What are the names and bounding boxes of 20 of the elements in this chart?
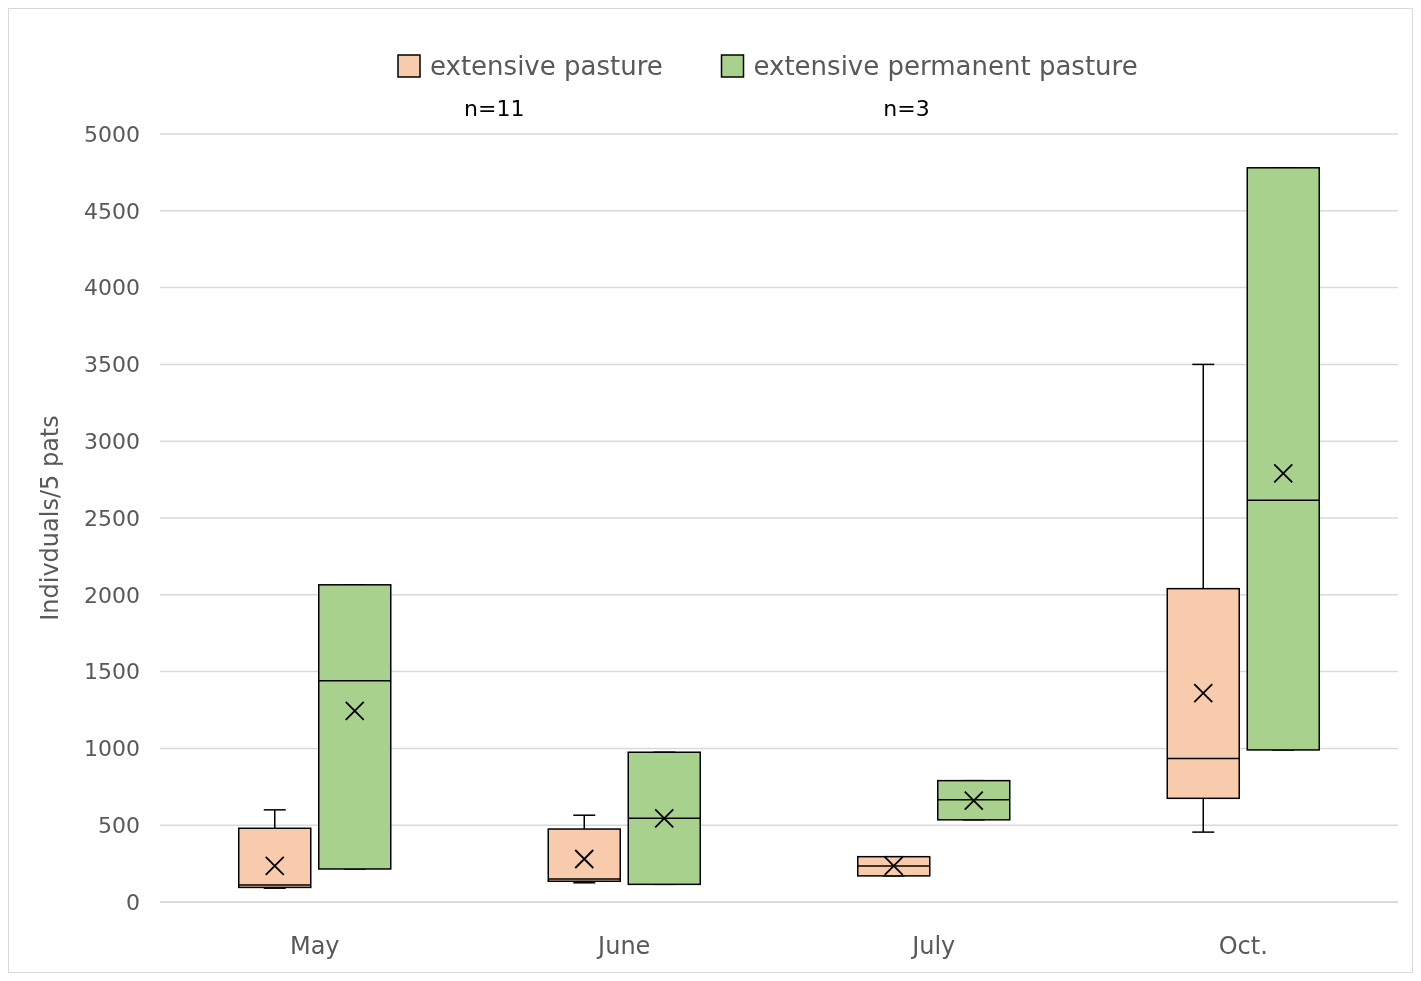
x-tick-label: Oct.: [1218, 932, 1268, 960]
y-tick-label: 3500: [84, 352, 140, 378]
x-tick-label: May: [289, 932, 340, 960]
y-tick-label: 0: [126, 889, 140, 915]
x-tick-label: July: [910, 932, 956, 960]
y-tick-label: 5000: [84, 121, 140, 147]
text: n=11: [464, 95, 525, 121]
x-tick-label: June: [596, 932, 651, 960]
y-tick-label: 4500: [84, 198, 140, 224]
y-tick-label: 3000: [84, 428, 140, 454]
y-tick-label: 4000: [84, 275, 140, 301]
y-tick-label: 1500: [84, 659, 140, 685]
legend-label: extensive permanent pasture: [753, 51, 1138, 82]
y-tick-label: 500: [98, 812, 140, 838]
legend-label: extensive pasture: [430, 51, 663, 82]
y-tick-label: 2500: [84, 505, 140, 531]
y-tick-label: 1000: [84, 736, 140, 762]
y-axis-title: Indivduals/5 pats: [36, 415, 64, 621]
y-tick-label: 2000: [84, 582, 140, 608]
text: n=3: [883, 95, 930, 121]
